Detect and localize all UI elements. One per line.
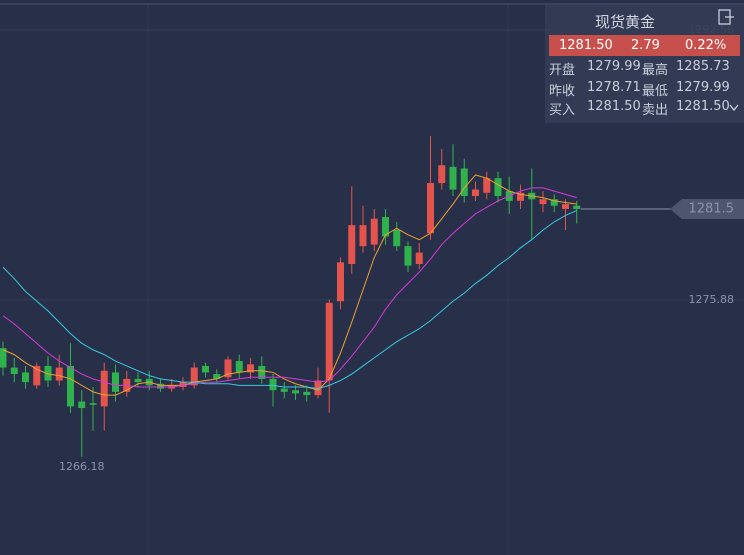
- candle-body: [190, 367, 198, 386]
- candle-body: [55, 367, 63, 381]
- low-label: 1266.18: [59, 460, 105, 473]
- label: 昨收: [549, 84, 576, 99]
- candle-body: [78, 401, 86, 409]
- label: 最高: [642, 63, 669, 78]
- last-price-tag: [670, 198, 744, 219]
- candle-body: [179, 382, 187, 387]
- moving-average: [2, 187, 577, 388]
- candle-body: [67, 365, 74, 407]
- change-pct: 0.22%: [685, 38, 727, 53]
- candle-body: [213, 374, 221, 379]
- candle-body: [438, 165, 446, 184]
- y-tick-label: 1275.88: [689, 293, 735, 306]
- candle-body: [89, 403, 97, 405]
- label: 卖出: [642, 103, 669, 118]
- value: 1285.73: [676, 59, 730, 74]
- candle-body: [10, 367, 18, 375]
- quote-row: 开盘 1279.99 最高 1285.73: [549, 59, 744, 78]
- candle-body: [460, 168, 468, 197]
- label: 买入: [549, 103, 576, 118]
- candle-body: [393, 229, 401, 247]
- candle-body: [202, 365, 209, 373]
- candle-body: [112, 372, 119, 392]
- candle-body: [280, 388, 288, 392]
- candle-body: [573, 205, 581, 209]
- candle-body: [517, 192, 524, 201]
- price: 1281.50: [559, 38, 613, 53]
- candle-body: [134, 378, 142, 383]
- candle-body: [22, 372, 29, 383]
- candle-body: [483, 178, 491, 193]
- change: 2.79: [631, 38, 660, 53]
- candle-body: [325, 302, 333, 381]
- candle-body: [370, 218, 378, 245]
- candle-body: [404, 246, 412, 266]
- candle-body: [382, 217, 389, 237]
- candle-body: [303, 391, 311, 396]
- candle-body: [562, 204, 569, 209]
- candle-body: [44, 365, 52, 381]
- candle-body: [415, 252, 423, 264]
- expand-chevron[interactable]: [729, 103, 741, 113]
- quote-row: 昨收 1278.71 最低 1279.99: [549, 80, 744, 99]
- candle-body: [269, 378, 277, 391]
- chevron: [729, 104, 739, 112]
- value: 1281.50: [676, 99, 730, 114]
- candle-body: [550, 199, 558, 206]
- candle-body: [314, 380, 322, 396]
- quote-row: 买入 1281.50 卖出 1281.50: [549, 99, 744, 118]
- value: 1279.99: [587, 59, 641, 74]
- label: 最低: [642, 84, 669, 99]
- candle-body: [494, 178, 502, 197]
- candle-body: [449, 166, 457, 190]
- value: 1278.71: [587, 80, 641, 95]
- candle-body: [258, 365, 266, 379]
- candle-body: [348, 225, 356, 264]
- last-price-label: 1281.5: [689, 201, 735, 216]
- candle-body: [427, 183, 434, 234]
- candle-body: [337, 262, 344, 302]
- label: 开盘: [549, 63, 576, 78]
- candle-body: [157, 383, 164, 389]
- price-bar: 1281.50 2.79 0.22%: [549, 35, 740, 56]
- candle-body: [247, 364, 254, 373]
- candle-body: [224, 359, 232, 378]
- candle-body: [359, 225, 367, 247]
- value: 1279.99: [676, 80, 730, 95]
- candle-body: [100, 370, 108, 407]
- candle-body: [472, 189, 479, 197]
- candle-body: [33, 365, 41, 386]
- moving-average: [2, 210, 577, 390]
- candle-body: [235, 361, 243, 373]
- quote-panel: 现货黄金 1281.50 2.79 0.22% 开盘 1279.99 最高 12…: [545, 5, 744, 123]
- candle-body: [0, 348, 7, 368]
- panel-title: 现货黄金: [594, 13, 655, 31]
- exit-icon[interactable]: [717, 8, 737, 28]
- value: 1281.50: [587, 99, 641, 114]
- moving-average: [2, 174, 577, 396]
- candle-body: [292, 390, 299, 394]
- candle-body: [539, 199, 547, 205]
